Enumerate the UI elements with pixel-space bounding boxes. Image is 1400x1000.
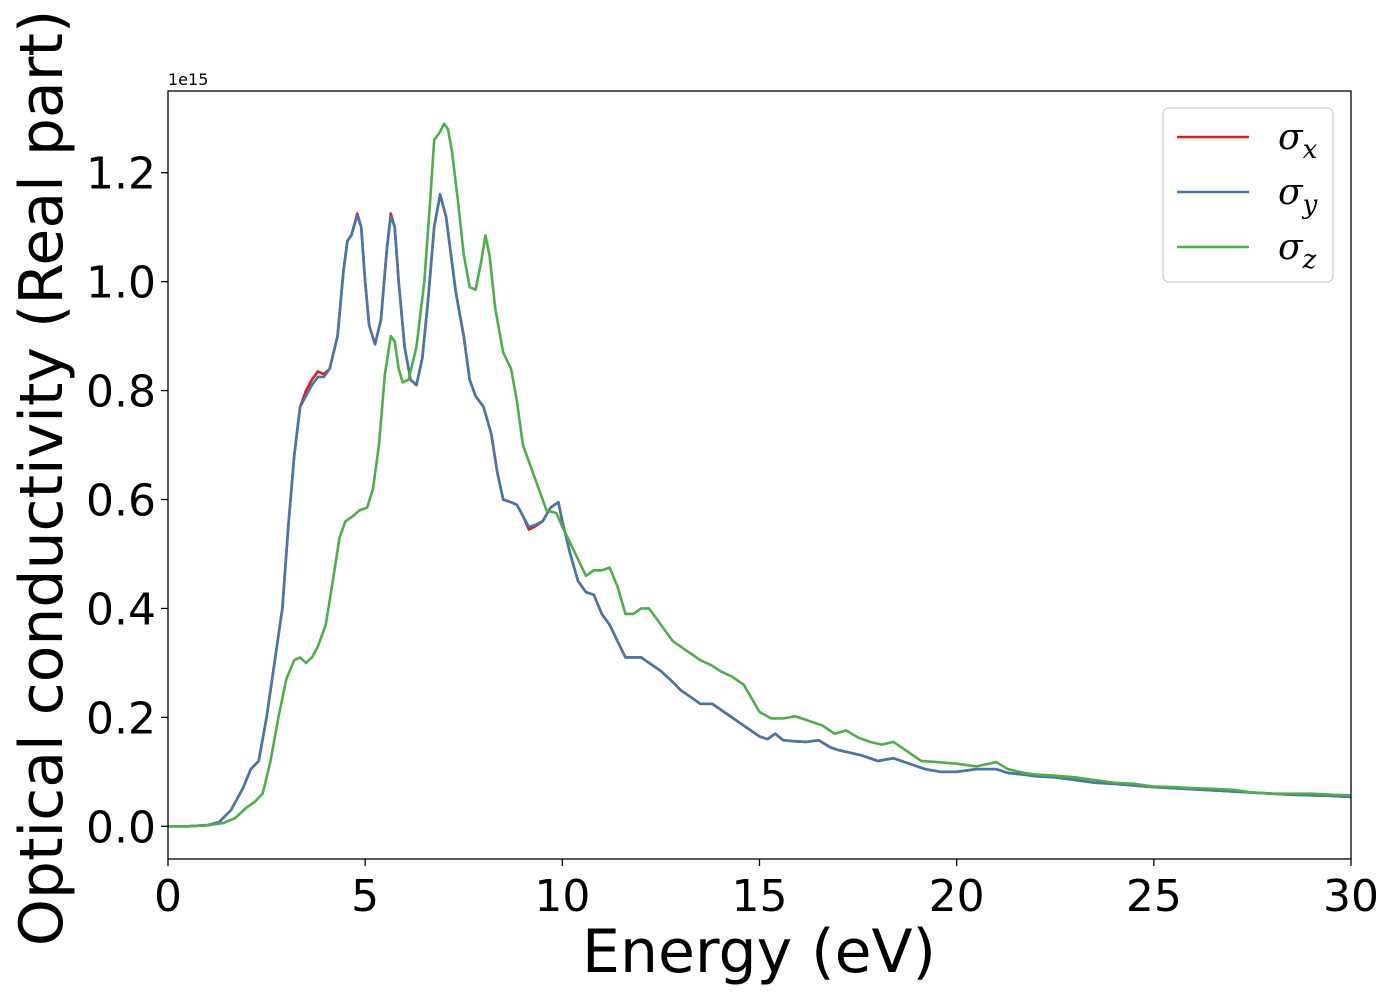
y-tick-label: 0.2 <box>86 693 156 744</box>
y-axis-label: Optical conductivity (Real part) <box>7 10 77 947</box>
x-tick-label: 5 <box>351 871 379 922</box>
y-tick-label: 0.0 <box>86 802 156 853</box>
x-tick-label: 0 <box>154 871 182 922</box>
y-offset-text: 1e15 <box>168 70 208 89</box>
legend-box <box>1162 107 1334 283</box>
y-tick-label: 1.0 <box>86 258 156 309</box>
legend-label-x: σx <box>1278 117 1318 165</box>
y-axis-ticks: 0.0 0.2 0.4 0.6 0.8 1.0 1.2 <box>86 149 168 853</box>
legend-label-y: σy <box>1278 172 1318 220</box>
legend-label-z: σz <box>1278 227 1317 275</box>
series-line-z <box>168 122 1351 828</box>
x-tick-label: 20 <box>929 871 985 922</box>
y-tick-label: 0.6 <box>86 476 156 527</box>
y-tick-label: 1.2 <box>86 149 156 200</box>
x-tick-label: 10 <box>534 871 590 922</box>
x-tick-label: 25 <box>1126 871 1182 922</box>
legend-label-base: σ <box>1278 227 1304 268</box>
legend-label-base: σ <box>1278 117 1304 158</box>
legend-label-sub: z <box>1302 245 1317 275</box>
x-tick-label: 30 <box>1323 871 1379 922</box>
x-axis-ticks: 0 5 10 15 20 25 30 <box>154 859 1379 922</box>
x-tick-label: 15 <box>732 871 788 922</box>
series-line-y <box>168 193 1351 828</box>
y-tick-label: 0.8 <box>86 367 156 418</box>
legend-label-sub: y <box>1302 190 1318 220</box>
y-tick-label: 0.4 <box>86 584 156 635</box>
legend-label-base: σ <box>1278 172 1304 213</box>
series-layer <box>168 122 1351 828</box>
legend-label-sub: x <box>1303 135 1318 165</box>
x-axis-label: Energy (eV) <box>582 917 936 987</box>
